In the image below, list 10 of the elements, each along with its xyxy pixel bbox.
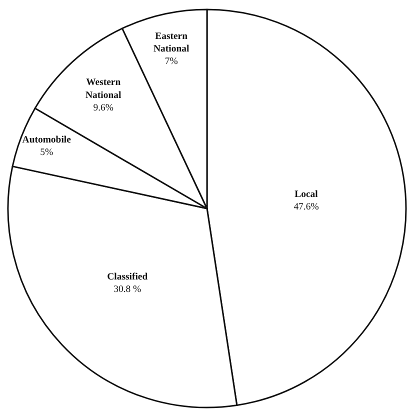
slice-label: Automobile [22,134,72,146]
data-label: 47.6% [294,202,319,213]
slice-label: Western National [86,77,122,101]
data-label: 30.8 % [114,284,142,295]
slice-label: Eastern National [154,30,190,55]
data-label: 7% [164,56,178,68]
data-label: 9.6% [93,102,114,114]
slice-label: Local [294,189,318,200]
data-label: 5% [40,146,54,158]
slice-label: Classified [107,271,148,282]
